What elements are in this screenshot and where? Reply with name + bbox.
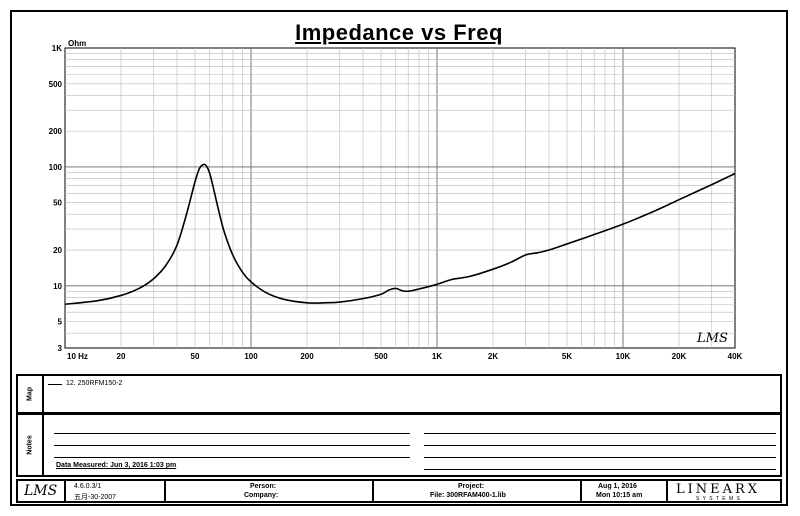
legend-entry: 12. 250RFM150-2 [66, 380, 123, 387]
x-tick-label: 20 [117, 352, 126, 361]
impedance-curve [64, 163, 736, 306]
footer-project-cell: Project: File: 300RFAM400-1.lib [374, 481, 582, 501]
company-label: Company: [244, 492, 279, 499]
notes-line [424, 433, 776, 434]
map-label: Map [26, 387, 34, 401]
footer-version-cell: 4.6.0.3/1 五月-30-2007 [66, 481, 166, 501]
project-file: File: 300RFAM400-1.lib [430, 492, 506, 499]
y-tick-label: 10 [53, 282, 62, 291]
linearx-brand: LINEARX [676, 482, 761, 497]
project-label: Project: [458, 483, 485, 490]
footer-logo-cell: LMS [18, 481, 66, 501]
notes-label: Notes [26, 435, 34, 455]
footer-date-cell: Aug 1, 2016 Mon 10:15 am [582, 481, 668, 501]
footer-time: Mon 10:15 am [596, 492, 643, 499]
x-tick-label: 500 [374, 352, 388, 361]
y-tick-label: 500 [49, 80, 63, 89]
footer-person-cell: Person: Company: [166, 481, 374, 501]
y-axis-unit: Ohm [68, 39, 86, 48]
grid-lines [65, 48, 735, 348]
y-tick-label: 3 [58, 344, 63, 353]
person-label: Person: [250, 483, 277, 490]
watermark-logo: LMS [696, 331, 728, 346]
notes-line [424, 457, 776, 458]
y-tick-label: 5 [58, 318, 63, 327]
y-tick-label: 100 [49, 163, 63, 172]
x-tick-label: 2K [488, 352, 498, 361]
footer-panel: LMS 4.6.0.3/1 五月-30-2007 Person: Company… [16, 479, 782, 503]
y-tick-label: 50 [53, 199, 62, 208]
notes-line [424, 469, 776, 470]
impedance-chart: 10 Hz 20 50 100 200 500 1K 2K 5K 10K 20K 40K 1K 500 2… [49, 39, 743, 361]
notes-side-cell: Notes [18, 415, 44, 475]
report-frame: Impedance vs Freq 10 Hz 20 50 100 200 500 1K 2K… [10, 10, 788, 506]
notes-line [54, 433, 410, 434]
y-tick-label: 1K [52, 44, 62, 53]
legend-line-sample [48, 384, 62, 385]
map-side-cell: Map [18, 376, 44, 412]
notes-line [54, 445, 410, 446]
x-tick-label: 5K [562, 352, 572, 361]
footer-brand-cell: LINEARX S Y S T E M S [670, 481, 780, 502]
x-tick-label: 40K [728, 352, 743, 361]
x-tick-label: 200 [300, 352, 314, 361]
notes-panel: Notes Data Measured: Jun 3, 2016 1:03 pm [16, 413, 782, 477]
x-axis-ticks: 10 Hz 20 50 100 200 500 1K 2K 5K 10K 20K 40K [67, 352, 743, 361]
linearx-systems: S Y S T E M S [696, 496, 741, 502]
version-date: 五月-30-2007 [74, 494, 117, 501]
map-panel: Map 12. 250RFM150-2 [16, 374, 782, 414]
data-measured-text: Data Measured: Jun 3, 2016 1:03 pm [56, 462, 177, 469]
notes-line [424, 445, 776, 446]
chart-title: Impedance vs Freq [295, 20, 503, 45]
x-tick-label: 50 [191, 352, 200, 361]
version-text: 4.6.0.3/1 [74, 483, 102, 490]
y-tick-label: 200 [49, 127, 63, 136]
x-tick-label: 100 [244, 352, 258, 361]
y-axis-ticks: 1K 500 200 100 50 20 10 5 3 [49, 44, 63, 353]
notes-line [54, 457, 410, 458]
x-tick-label: 20K [672, 352, 687, 361]
plot-area [64, 47, 736, 349]
x-tick-label: 10K [616, 352, 631, 361]
lms-logo: LMS [24, 483, 58, 499]
y-tick-label: 20 [53, 246, 62, 255]
footer-date: Aug 1, 2016 [598, 483, 637, 490]
x-tick-label: 10 Hz [67, 352, 88, 361]
x-tick-label: 1K [432, 352, 442, 361]
